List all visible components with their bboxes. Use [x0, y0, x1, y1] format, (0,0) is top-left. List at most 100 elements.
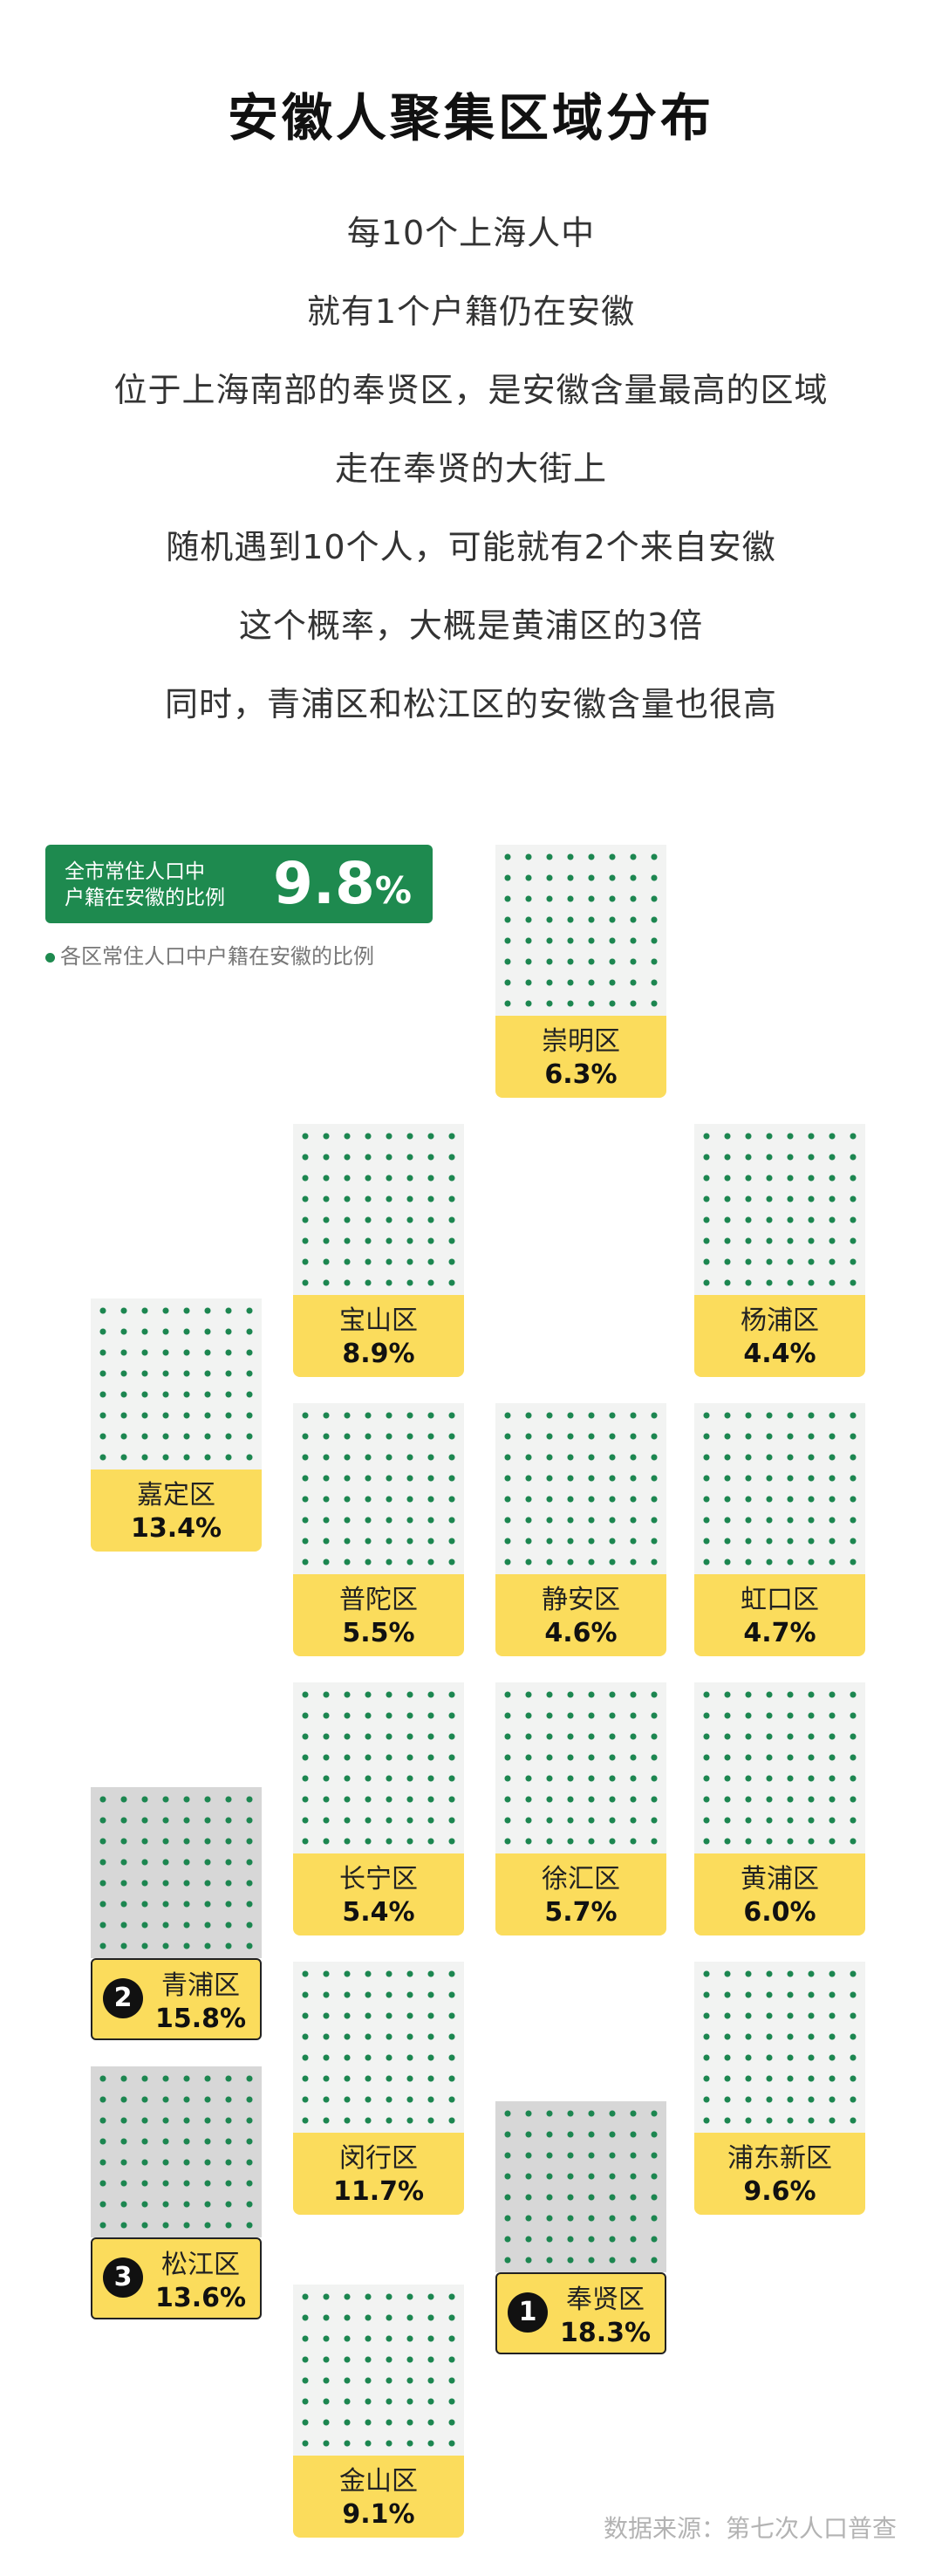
- district-label-plate: 嘉定区 13.4%: [91, 1470, 262, 1552]
- district-tile: 闵行区 11.7%: [293, 1962, 464, 2218]
- district-dot-pattern: [91, 1787, 262, 1958]
- district-value: 6.0%: [743, 1897, 816, 1928]
- district-dot-pattern: [694, 1962, 865, 2133]
- intro-line: 每10个上海人中: [346, 214, 596, 252]
- district-tile: 嘉定区 13.4%: [91, 1298, 262, 1555]
- district-tile: 浦东新区 9.6%: [694, 1962, 865, 2218]
- summary-number: 9.8: [272, 850, 375, 917]
- district-name: 普陀区: [339, 1585, 418, 1615]
- district-label-plate: 3 松江区 13.6%: [91, 2237, 262, 2319]
- district-value: 18.3%: [559, 2318, 652, 2348]
- district-label-plate: 静安区 4.6%: [495, 1574, 666, 1656]
- district-label-plate: 普陀区 5.5%: [293, 1574, 464, 1656]
- district-value: 6.3%: [544, 1059, 618, 1090]
- district-value: 5.5%: [342, 1618, 415, 1648]
- district-dot-pattern: [293, 2285, 464, 2456]
- district-value: 11.7%: [332, 2176, 425, 2207]
- rank-badge: 2: [103, 1978, 143, 2018]
- district-name: 奉贤区: [566, 2285, 645, 2315]
- district-label-plate: 2 青浦区 15.8%: [91, 1958, 262, 2040]
- district-value: 9.1%: [342, 2499, 415, 2530]
- district-value: 13.6%: [154, 2283, 247, 2313]
- district-name: 杨浦区: [741, 1305, 819, 1336]
- page-title: 安徽人聚集区域分布: [227, 88, 714, 147]
- district-dot-pattern: [293, 1124, 464, 1295]
- rank-badge: 3: [103, 2257, 143, 2298]
- district-name: 崇明区: [542, 1026, 620, 1057]
- district-label-plate: 浦东新区 9.6%: [694, 2133, 865, 2215]
- summary-label-line1: 全市常住人口中: [65, 860, 205, 883]
- district-name: 虹口区: [741, 1585, 819, 1615]
- district-label-plate: 崇明区 6.3%: [495, 1016, 666, 1098]
- district-label-plate: 长宁区 5.4%: [293, 1853, 464, 1935]
- district-dot-pattern: [495, 1403, 666, 1574]
- district-name: 闵行区: [339, 2143, 418, 2174]
- district-value: 9.6%: [743, 2176, 816, 2207]
- district-name: 浦东新区: [727, 2143, 832, 2174]
- district-dot-pattern: [91, 2066, 262, 2237]
- district-value: 8.9%: [342, 1339, 415, 1369]
- district-value: 4.4%: [743, 1339, 816, 1369]
- district-tile: 崇明区 6.3%: [495, 845, 666, 1101]
- district-value: 13.4%: [130, 1513, 222, 1544]
- district-label-plate: 杨浦区 4.4%: [694, 1295, 865, 1377]
- summary-value: 9.8%: [273, 850, 412, 925]
- district-tile: 1 奉贤区 18.3%: [495, 2101, 666, 2358]
- intro-line: 位于上海南部的奉贤区，是安徽含量最高的区域: [113, 371, 829, 409]
- intro-text: 每10个上海人中 就有1个户籍仍在安徽 位于上海南部的奉贤区，是安徽含量最高的区…: [0, 194, 942, 743]
- district-dot-pattern: [694, 1403, 865, 1574]
- summary-unit: %: [374, 869, 412, 912]
- district-tile: 普陀区 5.5%: [293, 1403, 464, 1660]
- district-tile: 徐汇区 5.7%: [495, 1682, 666, 1939]
- intro-line: 随机遇到10个人，可能就有2个来自安徽: [166, 528, 776, 566]
- district-dot-pattern: [91, 1298, 262, 1470]
- district-label-plate: 1 奉贤区 18.3%: [495, 2272, 666, 2354]
- legend: 各区常住人口中户籍在安徽的比例: [45, 939, 374, 969]
- district-dot-pattern: [293, 1403, 464, 1574]
- district-tile: 3 松江区 13.6%: [91, 2066, 262, 2323]
- district-dot-pattern: [694, 1682, 865, 1853]
- district-value: 15.8%: [154, 2004, 247, 2034]
- district-dot-pattern: [495, 1682, 666, 1853]
- district-name: 徐汇区: [542, 1864, 620, 1894]
- intro-line: 同时，青浦区和松江区的安徽含量也很高: [164, 685, 777, 723]
- data-source: 数据来源：第七次人口普查: [603, 2514, 897, 2543]
- district-dot-pattern: [694, 1124, 865, 1295]
- district-dot-pattern: [293, 1962, 464, 2133]
- intro-line: 就有1个户籍仍在安徽: [306, 292, 636, 331]
- district-name: 长宁区: [339, 1864, 418, 1894]
- district-label-plate: 宝山区 8.9%: [293, 1295, 464, 1377]
- summary-label: 全市常住人口中 户籍在安徽的比例: [65, 859, 265, 911]
- district-tile: 2 青浦区 15.8%: [91, 1787, 262, 2044]
- district-label-plate: 金山区 9.1%: [293, 2456, 464, 2538]
- citywide-summary-box: 全市常住人口中 户籍在安徽的比例 9.8%: [45, 845, 433, 923]
- district-label-plate: 闵行区 11.7%: [293, 2133, 464, 2215]
- district-tile: 虹口区 4.7%: [694, 1403, 865, 1660]
- district-label-plate: 徐汇区 5.7%: [495, 1853, 666, 1935]
- intro-line: 走在奉贤的大街上: [334, 449, 607, 488]
- district-tile: 宝山区 8.9%: [293, 1124, 464, 1380]
- district-dot-pattern: [495, 2101, 666, 2272]
- district-name: 青浦区: [161, 1970, 240, 2001]
- district-tile: 长宁区 5.4%: [293, 1682, 464, 1939]
- district-dot-pattern: [293, 1682, 464, 1853]
- district-value: 4.6%: [544, 1618, 618, 1648]
- legend-text: 各区常住人口中户籍在安徽的比例: [60, 944, 374, 969]
- district-name: 静安区: [542, 1585, 620, 1615]
- district-name: 嘉定区: [137, 1480, 215, 1511]
- district-tile: 静安区 4.6%: [495, 1403, 666, 1660]
- district-dot-pattern: [495, 845, 666, 1016]
- district-name: 黄浦区: [741, 1864, 819, 1894]
- district-tile: 杨浦区 4.4%: [694, 1124, 865, 1380]
- summary-label-line2: 户籍在安徽的比例: [65, 887, 225, 909]
- district-value: 5.4%: [342, 1897, 415, 1928]
- district-label-plate: 虹口区 4.7%: [694, 1574, 865, 1656]
- district-name: 金山区: [339, 2466, 418, 2497]
- district-value: 5.7%: [544, 1897, 618, 1928]
- district-tile: 金山区 9.1%: [293, 2285, 464, 2541]
- green-dot-icon: [45, 952, 55, 963]
- district-value: 4.7%: [743, 1618, 816, 1648]
- intro-line: 这个概率，大概是黄浦区的3倍: [238, 606, 704, 645]
- rank-badge: 1: [508, 2292, 548, 2333]
- district-name: 松江区: [161, 2250, 240, 2280]
